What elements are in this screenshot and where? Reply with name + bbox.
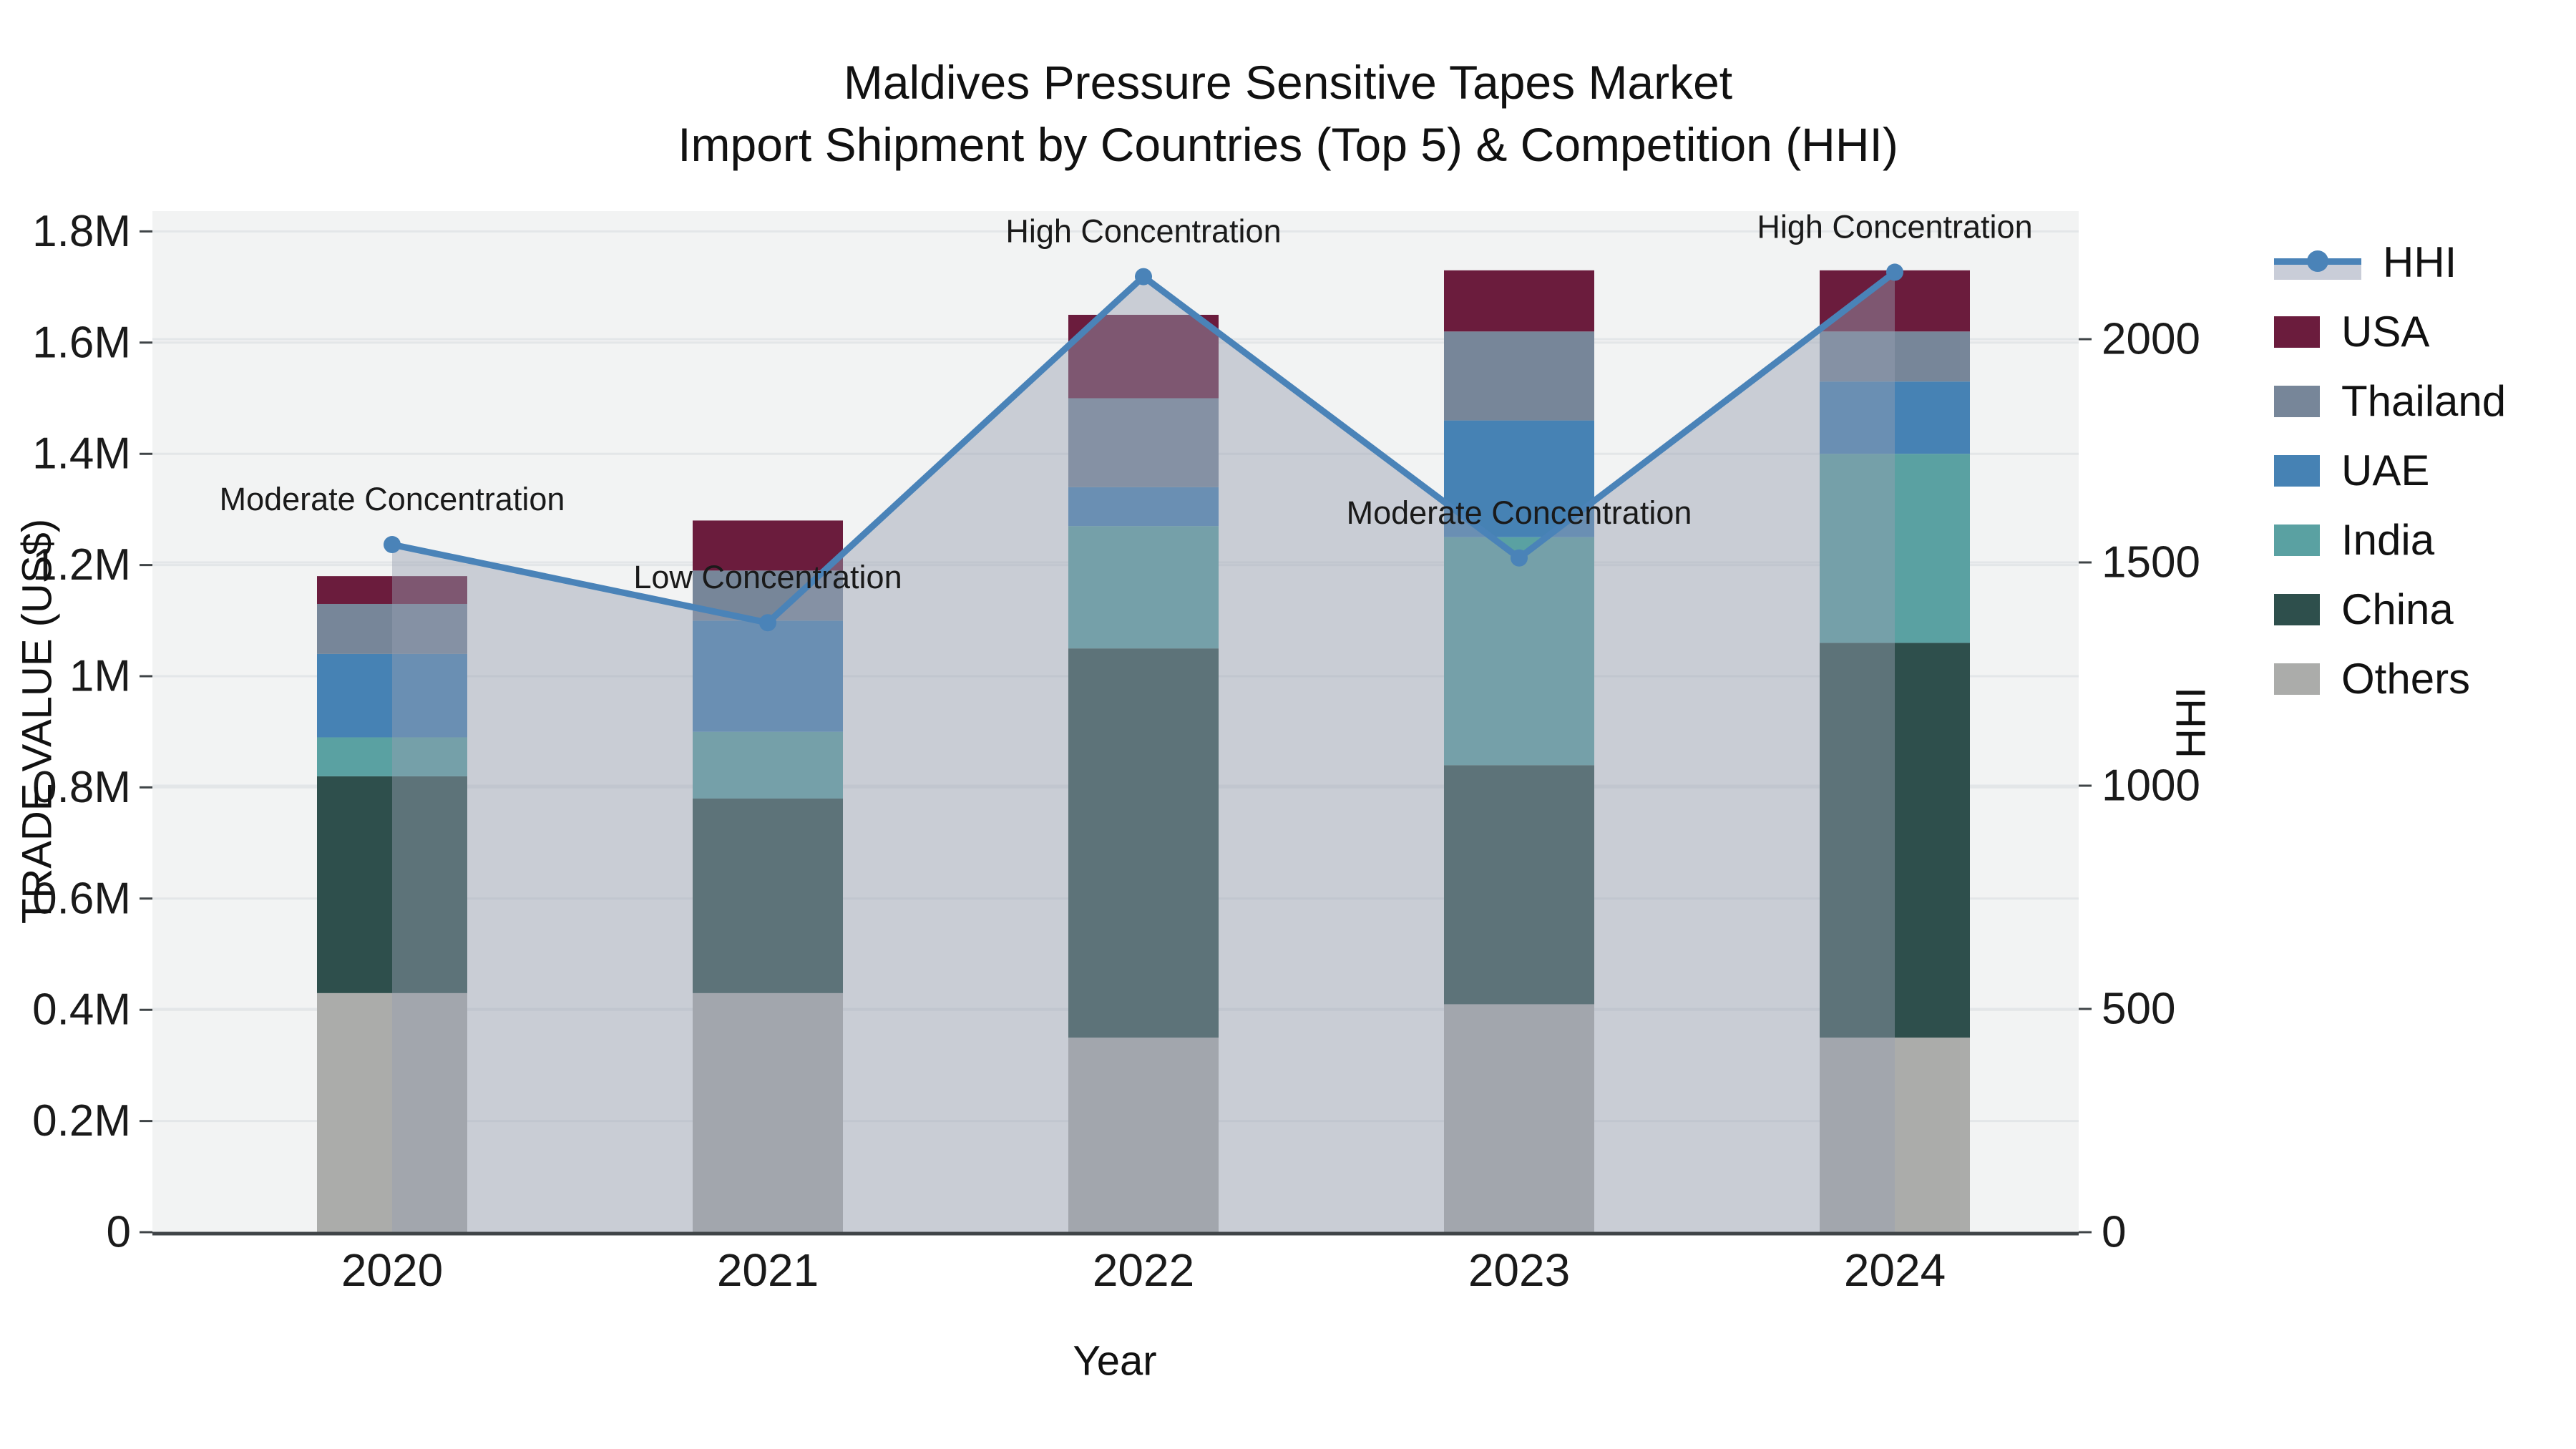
bar-segment-2021-Others (693, 992, 843, 1232)
y-left-ticklabel-1.6M: 1.6M (32, 318, 131, 367)
hhi-annotation-2023: Moderate Concentration (1347, 494, 1692, 531)
legend-item-Thailand: Thailand (2274, 366, 2506, 436)
y-left-ticklabel-1.4M: 1.4M (32, 429, 131, 479)
y-left-ticklabel-1.8M: 1.8M (32, 207, 131, 256)
hhi-annotation-2021: Low Concentration (633, 559, 902, 595)
y-left-ticklabel-0.4M: 0.4M (32, 985, 131, 1035)
legend-item-USA: USA (2274, 297, 2506, 366)
chart-title-line2: Import Shipment by Countries (Top 5) & C… (678, 118, 1898, 172)
bar-segment-2021-India (693, 731, 843, 799)
y-left-ticklabel-1M: 1M (69, 652, 131, 701)
y-left-ticklabel-0.6M: 0.6M (32, 874, 131, 923)
bar-segment-2023-Thailand (1444, 331, 1594, 421)
bar-segment-2020-Others (317, 992, 467, 1232)
legend-label-USA: USA (2341, 308, 2430, 356)
bar-segment-2024-India (1820, 454, 1970, 643)
legend-item-HHI: HHI (2274, 228, 2506, 297)
hhi-annotation-2024: High Concentration (1757, 208, 2032, 245)
bar-segment-2020-China (317, 776, 467, 993)
y-left-ticklabel-1.2M: 1.2M (32, 540, 131, 590)
hhi-area-fill (392, 272, 1895, 1232)
legend-label-China: China (2341, 585, 2454, 633)
legend-swatch-India (2274, 524, 2320, 556)
hhi-annotation-2022: High Concentration (1005, 213, 1281, 250)
legend-hhi-fill-band (2274, 263, 2361, 280)
hhi-marker-2020 (384, 536, 401, 554)
x-ticklabel-2024: 2024 (1844, 1244, 1946, 1296)
x-ticklabel-2023: 2023 (1468, 1244, 1570, 1296)
bar-segment-2024-UAE (1820, 381, 1970, 454)
bar-segment-2023-India (1444, 537, 1594, 766)
hhi-marker-2024 (1886, 263, 1903, 281)
y-right-ticklabel-1000: 1000 (2102, 761, 2200, 811)
y-left-ticklabel-0.8M: 0.8M (32, 763, 131, 812)
legend-swatch-UAE (2274, 454, 2320, 487)
legend: HHI USA Thailand UAE India China Others (2274, 228, 2506, 713)
bar-segment-2020-UAE (317, 653, 467, 738)
y-left-ticklabel-0.2M: 0.2M (32, 1096, 131, 1146)
bar-segment-2020-India (317, 737, 467, 776)
bar-segment-2022-Thailand (1068, 398, 1219, 487)
bar-segment-2022-USA (1068, 314, 1219, 399)
legend-label-Thailand: Thailand (2341, 377, 2507, 425)
bar-segment-2022-Others (1068, 1038, 1219, 1232)
legend-label-HHI: HHI (2383, 238, 2457, 286)
legend-item-Others: Others (2274, 644, 2506, 713)
bar-segment-2021-USA (693, 520, 843, 571)
bar-segment-2024-Others (1820, 1038, 1970, 1232)
x-ticklabel-2021: 2021 (717, 1244, 819, 1296)
hhi-marker-2022 (1135, 268, 1152, 286)
y-axis-title-left: TRADE VALUE (US$) (14, 518, 61, 924)
bar-segment-2023-China (1444, 765, 1594, 1005)
bar-segment-2022-India (1068, 526, 1219, 649)
legend-swatch-Others (2274, 663, 2320, 695)
legend-swatch-China (2274, 593, 2320, 625)
hhi-marker-2023 (1511, 549, 1528, 567)
x-ticklabel-2022: 2022 (1093, 1244, 1194, 1296)
x-ticklabel-2020: 2020 (341, 1244, 443, 1296)
chart-title: Maldives Pressure Sensitive Tapes Market… (0, 52, 2576, 176)
y-axis-title-right: HHI (2167, 687, 2215, 758)
y-right-ticklabel-500: 500 (2102, 985, 2175, 1034)
bar-segment-2022-China (1068, 648, 1219, 1038)
bar-segment-2024-Thailand (1820, 331, 1970, 382)
bar-segment-2021-China (693, 798, 843, 993)
legend-label-UAE: UAE (2341, 447, 2430, 494)
legend-item-China: China (2274, 575, 2506, 644)
bar-segment-2020-Thailand (317, 603, 467, 654)
legend-item-India: India (2274, 505, 2506, 575)
bar-segment-2024-China (1820, 643, 1970, 1038)
legend-label-India: India (2341, 516, 2435, 564)
legend-hhi-marker (2307, 250, 2328, 272)
bar-segment-2021-UAE (693, 620, 843, 732)
bar-segment-2020-USA (317, 576, 467, 604)
bar-segment-2022-UAE (1068, 487, 1219, 527)
legend-label-Others: Others (2341, 655, 2471, 703)
legend-swatch-hhi-line (2274, 247, 2361, 280)
legend-item-UAE: UAE (2274, 436, 2506, 505)
x-axis-title: Year (1073, 1337, 1157, 1385)
y-left-ticklabel-0: 0 (107, 1208, 131, 1257)
legend-swatch-Thailand (2274, 385, 2320, 417)
chart-title-line1: Maldives Pressure Sensitive Tapes Market (843, 56, 1733, 109)
y-right-ticklabel-1500: 1500 (2102, 538, 2200, 587)
hhi-marker-2021 (759, 614, 776, 632)
legend-swatch-USA (2274, 316, 2320, 348)
bar-segment-2023-Others (1444, 1004, 1594, 1232)
bar-segment-2023-USA (1444, 270, 1594, 332)
y-right-ticklabel-0: 0 (2102, 1208, 2126, 1257)
y-right-ticklabel-2000: 2000 (2102, 315, 2200, 364)
hhi-annotation-2020: Moderate Concentration (220, 481, 565, 517)
